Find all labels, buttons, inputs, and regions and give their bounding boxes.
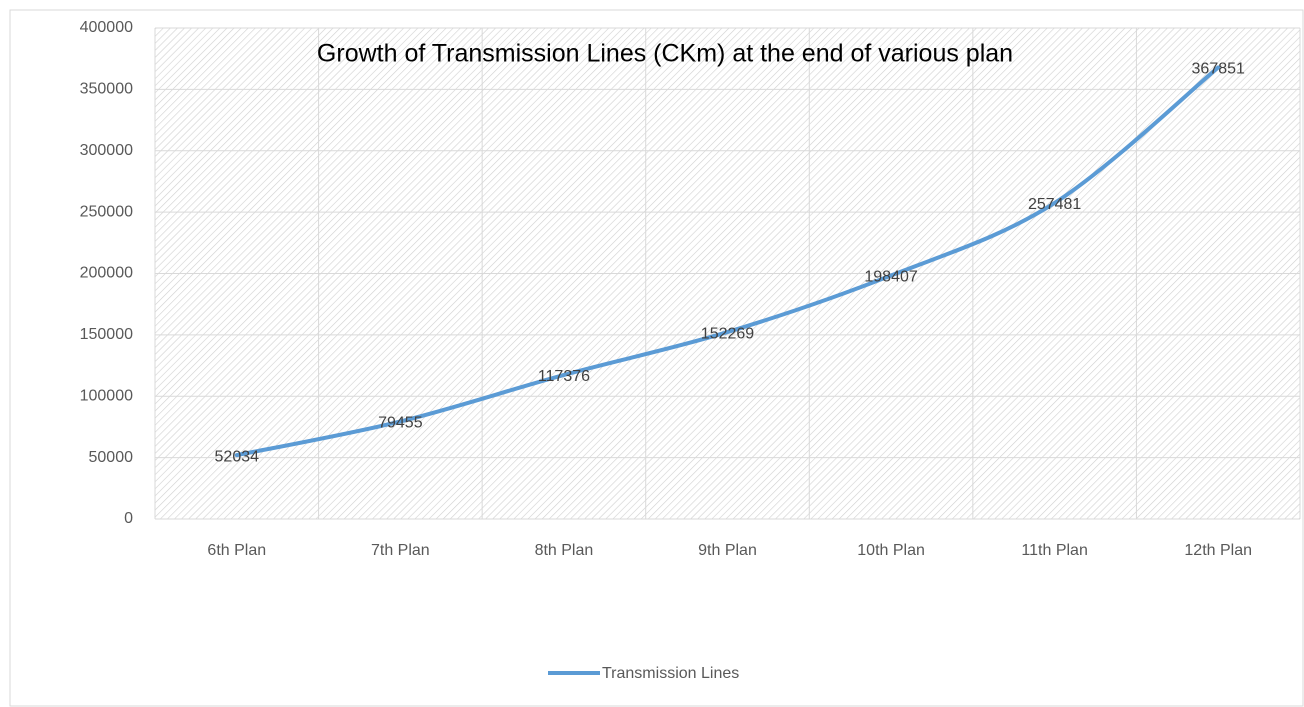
x-tick-label: 8th Plan bbox=[535, 542, 594, 559]
data-label: 198407 bbox=[864, 269, 917, 286]
y-tick-label: 250000 bbox=[80, 203, 133, 220]
y-tick-label: 100000 bbox=[80, 387, 133, 404]
y-tick-label: 200000 bbox=[80, 265, 133, 282]
chart-title: Growth of Transmission Lines (CKm) at th… bbox=[317, 40, 1013, 68]
data-label: 117376 bbox=[538, 368, 590, 385]
series-line bbox=[234, 65, 1221, 458]
x-tick-label: 9th Plan bbox=[698, 542, 757, 559]
data-label: 367851 bbox=[1192, 61, 1245, 78]
y-tick-label: 0 bbox=[124, 510, 133, 527]
y-tick-label: 400000 bbox=[80, 19, 133, 36]
x-tick-label: 7th Plan bbox=[371, 542, 430, 559]
y-tick-label: 150000 bbox=[80, 326, 133, 343]
x-tick-label: 6th Plan bbox=[207, 542, 266, 559]
legend-label: Transmission Lines bbox=[602, 665, 739, 682]
data-label: 257481 bbox=[1028, 196, 1081, 213]
x-tick-label: 10th Plan bbox=[857, 542, 925, 559]
x-tick-label: 11th Plan bbox=[1021, 542, 1087, 559]
data-label: 152269 bbox=[701, 325, 754, 342]
data-label: 52034 bbox=[215, 448, 260, 465]
y-tick-label: 300000 bbox=[80, 142, 133, 159]
data-label: 79455 bbox=[378, 415, 423, 432]
y-tick-label: 350000 bbox=[80, 81, 133, 98]
y-tick-label: 50000 bbox=[89, 449, 134, 466]
x-tick-label: 12th Plan bbox=[1184, 542, 1252, 559]
